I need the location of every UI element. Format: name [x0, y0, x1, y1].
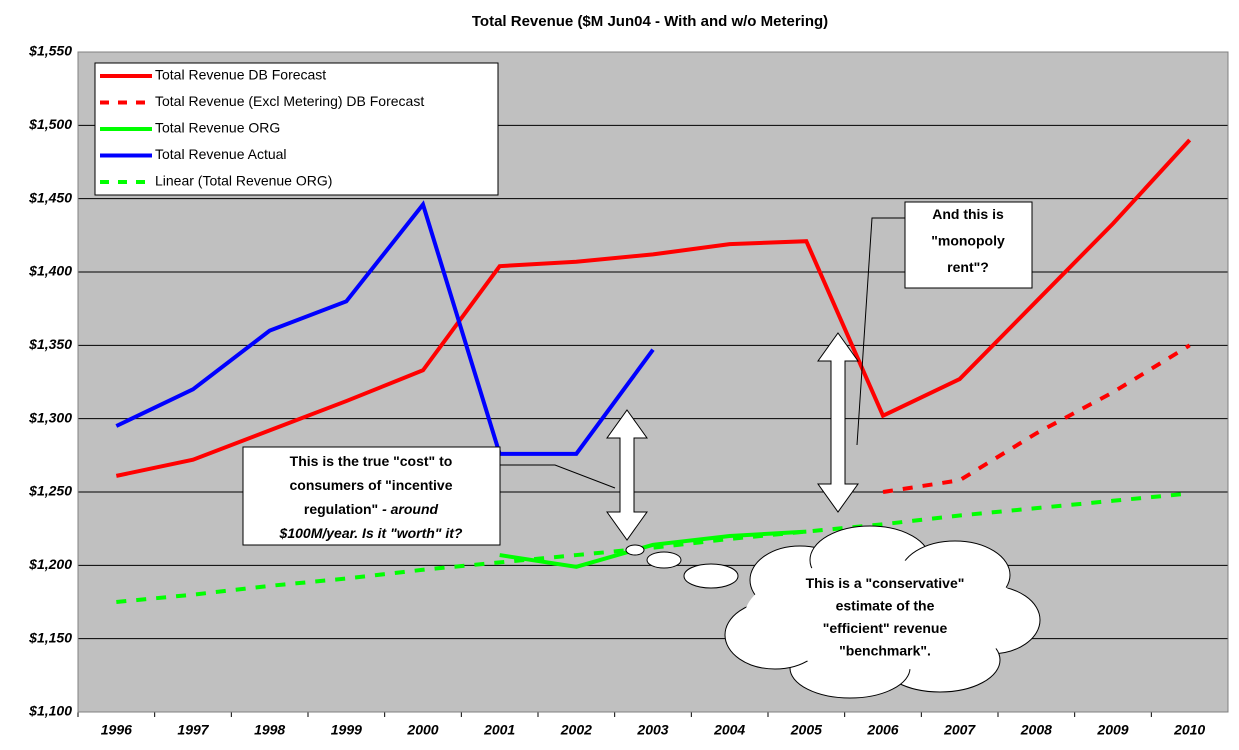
annotation-segment: consumers of "incentive [289, 477, 452, 493]
y-tick-label: $1,250 [28, 483, 72, 499]
legend [94, 62, 499, 196]
annotation-segment: "benchmark". [839, 642, 931, 658]
x-tick-label: 2003 [636, 722, 668, 738]
annotations: This is the true "cost" to consumers of "… [279, 206, 1005, 659]
x-tick-label: 2001 [483, 722, 515, 738]
annotation-segment: - around [378, 501, 438, 517]
legend-label: Total Revenue ORG [155, 120, 280, 136]
annotation-box [242, 446, 501, 546]
x-tick-label: 2006 [866, 722, 898, 738]
y-tick-label: $1,450 [28, 189, 72, 205]
x-tick-label: 1998 [254, 722, 285, 738]
y-tick-label: $1,400 [28, 263, 72, 279]
y-tick-label: $1,550 [28, 43, 72, 59]
y-tick-label: $1,200 [28, 556, 72, 572]
annotation-text: This is the true "cost" to [290, 453, 453, 469]
x-tick-label: 2008 [1020, 722, 1052, 738]
chart-title: Total Revenue ($M Jun04 - With and w/o M… [472, 13, 828, 30]
series-layer [115, 138, 1192, 604]
x-tick-label: 1999 [331, 722, 362, 738]
x-tick-label: 1996 [101, 722, 132, 738]
annotation-text: regulation" - around [304, 501, 439, 517]
arrow [606, 409, 648, 541]
y-tick-label: $1,350 [28, 336, 72, 352]
series-line [115, 138, 1192, 478]
arrow [817, 332, 859, 513]
legend-label: Total Revenue (Excl Metering) DB Forecas… [155, 93, 424, 109]
y-tick-label: $1,100 [28, 703, 72, 719]
y-tick-label: $1,150 [28, 629, 72, 645]
y-tick-label: $1,300 [28, 409, 72, 425]
annotation-text: And this is [932, 206, 1004, 222]
callout-line [856, 217, 905, 446]
plot-border [77, 51, 1229, 713]
annotation-text: This is a "conservative" [806, 575, 965, 591]
y-tick-label: $1,500 [28, 116, 72, 132]
annotation-segment: estimate of the [836, 597, 935, 613]
annotation-text: rent"? [947, 259, 989, 275]
cloud-fill [745, 560, 1025, 670]
legend-items: Total Revenue DB Forecast Total Revenue (… [100, 67, 424, 189]
x-tick-label: 1997 [177, 722, 209, 738]
annotation-segment: This is the true "cost" to [290, 453, 453, 469]
annotation-text: "monopoly [931, 232, 1005, 248]
x-tick-label: 2002 [560, 722, 592, 738]
annotation-segment: "monopoly [931, 232, 1005, 248]
series-line [882, 343, 1191, 494]
annotation-text: "benchmark". [839, 642, 931, 658]
annotation-segment: This is a "conservative" [806, 575, 965, 591]
x-tick-label: 2005 [790, 722, 822, 738]
annotation-box [904, 201, 1033, 289]
annotation-text: "efficient" revenue [823, 620, 948, 636]
legend-label: Linear (Total Revenue ORG) [155, 173, 332, 189]
legend-label: Total Revenue DB Forecast [155, 67, 326, 83]
annotation-segment: rent"? [947, 259, 989, 275]
x-tick-label: 2010 [1173, 722, 1205, 738]
annotation-segment: "efficient" revenue [823, 620, 948, 636]
x-tick-label: 2000 [406, 722, 438, 738]
legend-label: Total Revenue Actual [155, 146, 287, 162]
annotation-text: $100M/year. Is it "worth" it? [279, 525, 463, 541]
annotation-segment: regulation" [304, 501, 378, 517]
annotation-text: consumers of "incentive [289, 477, 452, 493]
annotation-segment: And this is [932, 206, 1004, 222]
x-tick-label: 2009 [1096, 722, 1128, 738]
annotation-segment: $100M/year. Is it "worth" it? [279, 525, 463, 541]
callout-line [500, 464, 616, 489]
series-line [115, 200, 655, 456]
x-tick-label: 2004 [713, 722, 745, 738]
annotation-text: estimate of the [836, 597, 935, 613]
x-tick-label: 2007 [943, 722, 976, 738]
